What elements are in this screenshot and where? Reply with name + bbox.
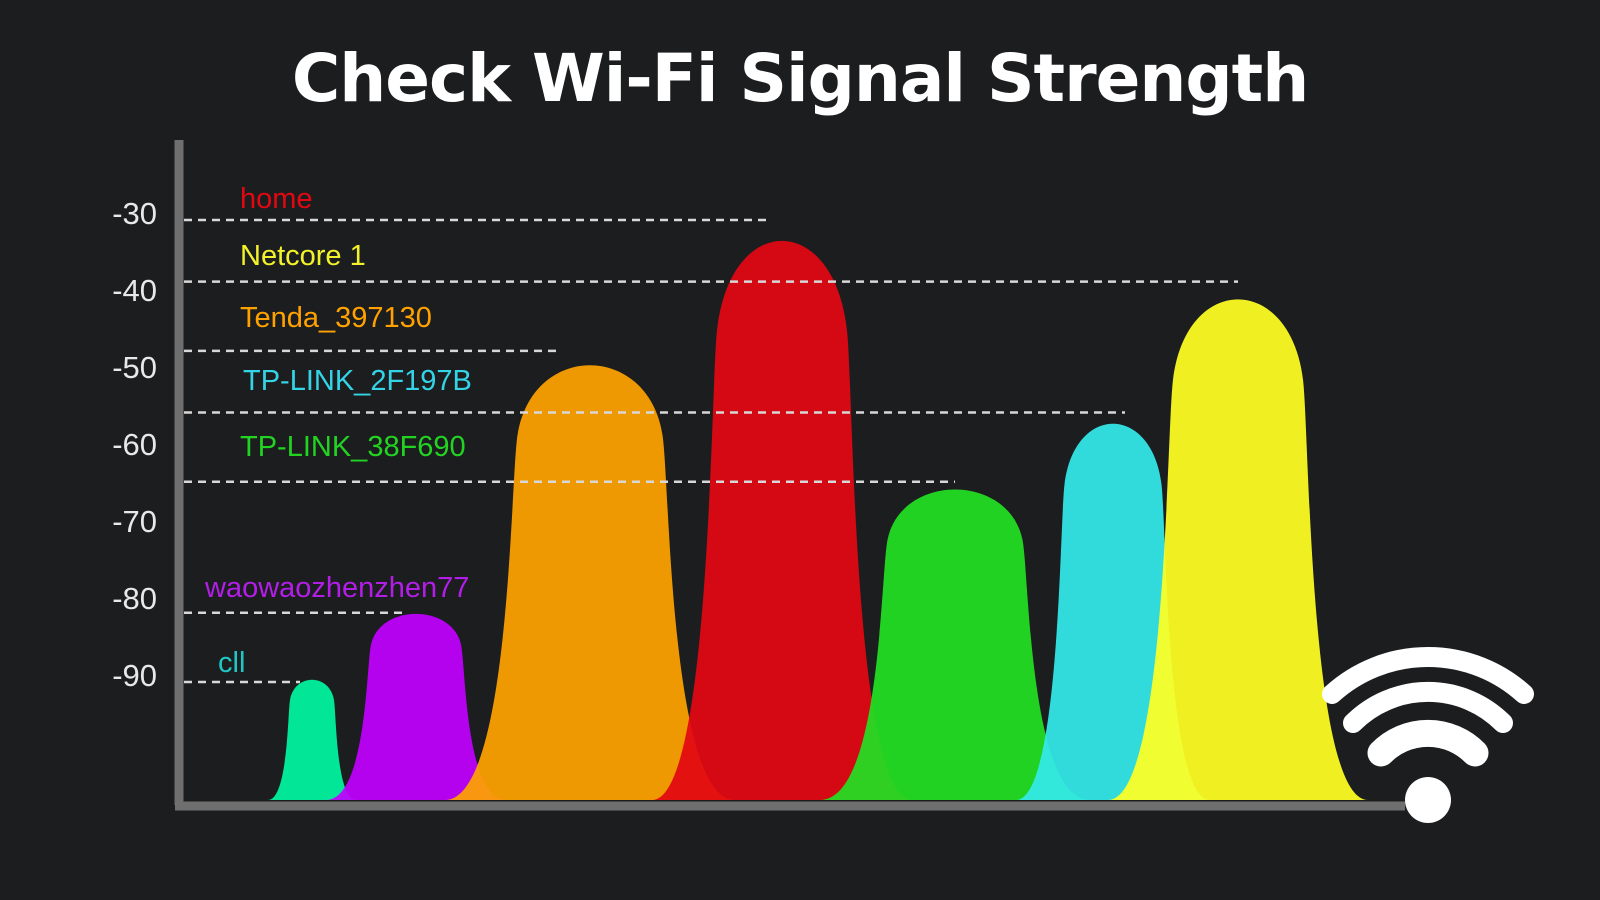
network-label: TP-LINK_38F690: [240, 431, 466, 463]
y-tick-label: -40: [112, 273, 157, 308]
network-label: waowaozhenzhen77: [204, 572, 469, 604]
network-label: cll: [218, 647, 245, 679]
network-label: Netcore 1: [240, 240, 366, 272]
peak-home: [652, 240, 912, 801]
chart-title: Check Wi-Fi Signal Strength: [291, 40, 1309, 117]
network-label: TP-LINK_2F197B: [243, 365, 472, 397]
y-tick-label: -80: [112, 581, 157, 616]
peaks-layer: [268, 240, 1368, 801]
y-ticks-layer: -30 -40 -50 -60 -70 -80 -90: [112, 196, 157, 693]
peak-tenda-397130: [445, 365, 735, 800]
y-tick-label: -70: [112, 504, 157, 539]
peak-netcore-1: [1108, 299, 1368, 800]
network-label: home: [240, 183, 313, 215]
y-tick-label: -30: [112, 196, 157, 231]
y-tick-label: -60: [112, 427, 157, 462]
wifi-icon: [1322, 646, 1534, 823]
guide-lines-layer: [184, 218, 1238, 684]
network-labels-layer: cll waowaozhenzhen77 Tenda_397130 home TP-LI…: [204, 183, 472, 679]
y-tick-label: -90: [112, 658, 157, 693]
peak-tp-link-38f690: [820, 489, 1090, 800]
axes-layer: [174, 140, 1405, 811]
peak-waowaozhenzhen77: [326, 613, 506, 800]
network-label: Tenda_397130: [240, 302, 432, 334]
y-tick-label: -50: [112, 350, 157, 385]
peak-cll: [268, 679, 356, 800]
